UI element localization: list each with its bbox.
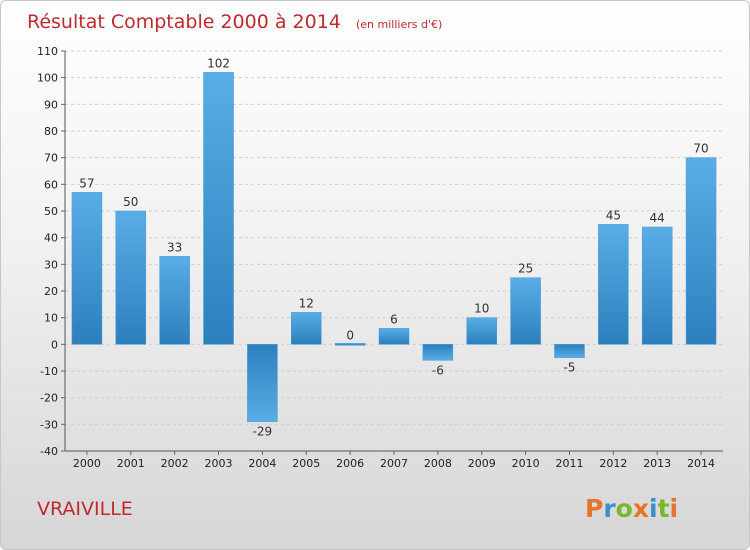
y-tick-label: -20: [40, 392, 58, 405]
bar-2000: [71, 192, 103, 345]
commune-name: VRAIVILLE: [37, 498, 133, 520]
logo-letter: o: [616, 494, 633, 523]
x-tick-label: 2004: [248, 457, 276, 470]
bar-2004: [247, 344, 278, 422]
x-tick-labels: 2000 2001 2002 2003 2004 2005 2006 2007 2008 2009…: [73, 451, 715, 470]
data-label-2012: 45: [606, 208, 621, 222]
logo-letter: i: [670, 494, 679, 523]
bar-2007: [378, 328, 410, 345]
proxiti-logo: Proxiti: [585, 494, 678, 523]
logo-letter: t: [658, 494, 670, 523]
x-tick-label: 2014: [687, 457, 715, 470]
bar-2006: [334, 343, 366, 346]
x-tick-label: 2011: [555, 457, 583, 470]
x-tick-label: 2006: [336, 457, 364, 470]
data-label-2003: 102: [207, 56, 230, 70]
data-label-2004: -29: [253, 425, 273, 439]
y-tick-label: -30: [40, 418, 58, 431]
bar-2001: [115, 210, 147, 345]
y-tick-label: 60: [44, 178, 58, 191]
y-tick-label: 70: [44, 152, 58, 165]
x-tick-label: 2008: [424, 457, 452, 470]
y-tick-label: 0: [51, 338, 58, 351]
chart-title-main: Résultat Comptable 2000 à 2014: [27, 11, 341, 33]
bar-2012: [598, 224, 629, 345]
data-label-2006: 0: [346, 328, 354, 342]
bar-2002: [159, 256, 190, 345]
x-tick-label: 2007: [380, 457, 408, 470]
x-tick-label: 2005: [292, 457, 320, 470]
chart-title: Résultat Comptable 2000 à 2014 (en milli…: [27, 11, 442, 33]
logo-letter: x: [633, 494, 649, 523]
bars: 57 50 33 102 -29 12 0 6 -6 10 25 -5 45 44 70: [71, 56, 717, 439]
x-tick-label: 2003: [205, 457, 233, 470]
bar-2011: [554, 344, 585, 358]
y-tick-label: 80: [44, 125, 58, 138]
bar-2010: [510, 277, 541, 345]
x-tick-label: 2002: [161, 457, 189, 470]
bar-2014: [685, 157, 717, 345]
logo-letter: r: [603, 494, 616, 523]
data-label-2014: 70: [693, 142, 708, 156]
x-tick-label: 2000: [73, 457, 101, 470]
x-tick-label: 2012: [599, 457, 627, 470]
bar-2013: [641, 226, 673, 345]
y-tick-label: 100: [37, 72, 58, 85]
proxiti-logo-text: Proxiti: [585, 494, 678, 523]
y-tick-label: 10: [44, 312, 58, 325]
data-label-2010: 25: [518, 262, 533, 276]
y-tick-label: 110: [37, 45, 58, 58]
y-tick-label: 20: [44, 285, 58, 298]
data-label-2011: -5: [563, 361, 575, 375]
logo-letter: P: [585, 494, 603, 523]
x-tick-label: 2009: [468, 457, 496, 470]
y-tick-label: 30: [44, 258, 58, 271]
data-label-2009: 10: [474, 302, 489, 316]
logo-letter: i: [649, 494, 658, 523]
data-label-2013: 44: [650, 211, 665, 225]
chart-subtitle: (en milliers d'€): [356, 18, 442, 31]
data-label-2008: -6: [432, 363, 444, 377]
data-label-2001: 50: [123, 195, 138, 209]
bar-2003: [203, 72, 234, 345]
data-label-2000: 57: [79, 176, 94, 190]
y-tick-label: -40: [40, 445, 58, 458]
y-tick-label: 90: [44, 98, 58, 111]
data-label-2007: 6: [390, 312, 398, 326]
y-tick-label: 40: [44, 232, 58, 245]
bar-2005: [291, 312, 322, 345]
x-tick-label: 2010: [512, 457, 540, 470]
data-label-2005: 12: [299, 296, 314, 310]
y-tick-label: 50: [44, 205, 58, 218]
x-tick-label: 2013: [643, 457, 671, 470]
data-label-2002: 33: [167, 240, 182, 254]
bar-2008: [422, 344, 454, 361]
x-tick-label: 2001: [117, 457, 145, 470]
y-tick-label: -10: [40, 365, 58, 378]
bar-2009: [466, 317, 497, 345]
